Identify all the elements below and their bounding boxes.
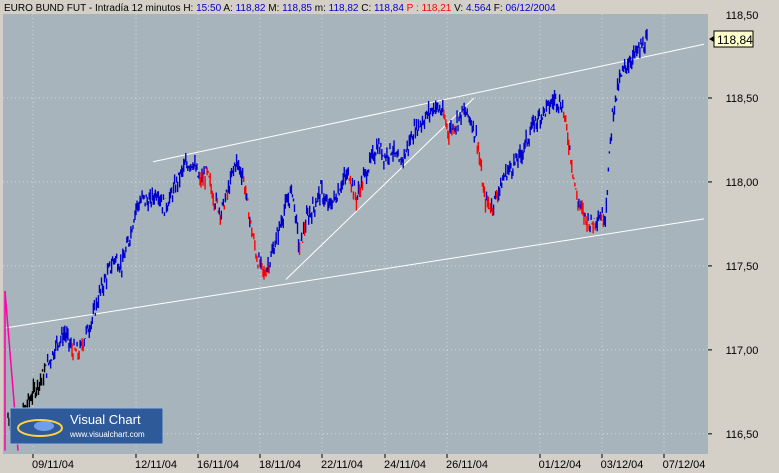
header-c-value: 118,84 [374, 3, 404, 14]
header-a-value: 118,82 [236, 3, 266, 14]
gridlines [3, 14, 708, 454]
header-p-value: 118,21 [422, 3, 452, 14]
x-tick-label: 16/11/04 [197, 459, 239, 471]
header-interval: Intradía 12 minutos [95, 3, 181, 14]
x-tick-label: 03/12/04 [601, 459, 644, 471]
header-h-label: H: [183, 3, 193, 14]
price-series [7, 28, 648, 440]
x-tick-label: 26/11/04 [446, 459, 488, 471]
header-mn-value: 118,82 [329, 3, 359, 14]
x-tick-label: 01/12/04 [539, 459, 582, 471]
header-mn-label: m: [315, 3, 326, 14]
x-tick-label: 22/11/04 [321, 459, 363, 471]
header-m-value: 118,85 [282, 3, 312, 14]
y-tick-label: 117,00 [726, 345, 759, 357]
header-v-label: V: [454, 3, 463, 14]
x-tick-label: 12/11/04 [135, 459, 177, 471]
x-axis-ticks: 09/11/04 12/11/04 16/11/04 18/11/04 22/11/04… [32, 454, 705, 471]
header-symbol: EURO BUND FUT [4, 3, 86, 14]
header-v-value: 4.564 [466, 3, 491, 14]
header-p-label: P : [407, 3, 419, 14]
y-tick-label: 116,50 [726, 429, 759, 441]
y-tick-label: 117,50 [726, 261, 759, 273]
x-axis-panel [0, 454, 779, 473]
x-tick-label: 24/11/04 [384, 459, 426, 471]
trendline [4, 218, 705, 329]
logo-url: www.visualchart.com [69, 430, 145, 439]
last-price-marker: 118,84 [709, 30, 754, 48]
plot-background [3, 14, 708, 454]
x-tick-label: 09/11/04 [32, 459, 74, 471]
logo-name: Visual Chart [70, 412, 141, 427]
y-axis-ticks: 116,50 117,00 117,50 118,00 118,50 118,50 [708, 10, 758, 441]
header-f-value: 06/12/2004 [505, 3, 555, 14]
svg-text:EURO BUND FUT -: EURO BUND FUT - Intradía 12 minutos H: 1… [4, 3, 556, 14]
y-tick-label: 118,00 [726, 177, 759, 189]
x-tick-label: 18/11/04 [259, 459, 301, 471]
x-tick-label: 07/12/04 [663, 459, 706, 471]
header-c-label: C: [361, 3, 371, 14]
header-f-label: F: [494, 3, 503, 14]
logo-swoosh-icon [17, 419, 63, 437]
header-a-label: A: [223, 3, 232, 14]
y-axis-panel [708, 14, 779, 454]
last-price-label: 118,84 [717, 33, 753, 47]
header-strip [0, 0, 779, 14]
trendline [285, 97, 475, 280]
visual-chart-logo: Visual Chart www.visualchart.com [9, 407, 164, 445]
y-tick-label-top: 118,50 [726, 10, 759, 22]
header-h-value: 15:50 [196, 3, 221, 14]
header-m-label: M: [268, 3, 279, 14]
y-tick-label: 118,50 [726, 93, 759, 105]
